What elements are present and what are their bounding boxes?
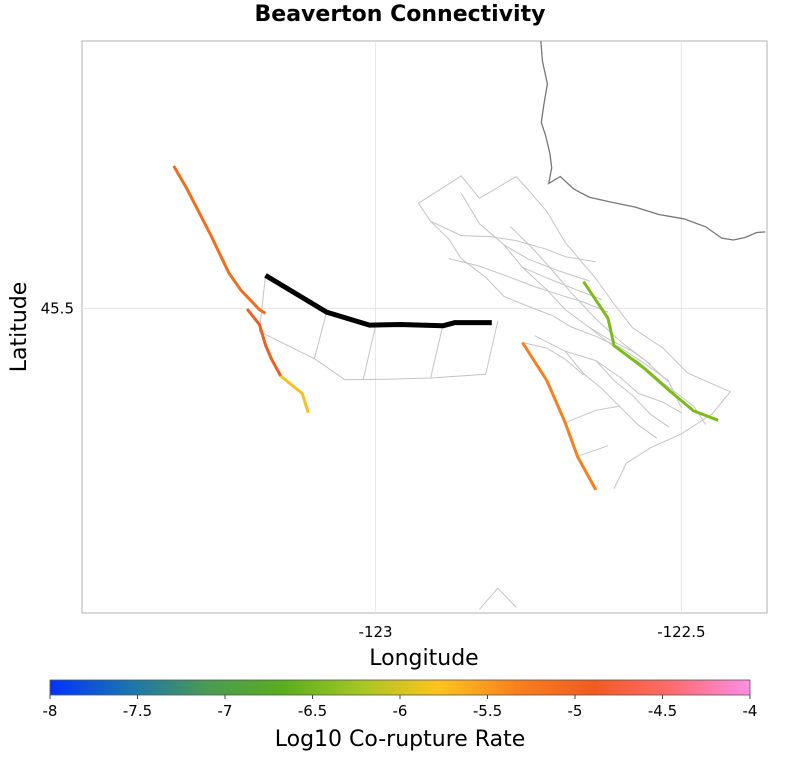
colorbar-gradient (49, 679, 751, 696)
subsection-outline (313, 311, 328, 359)
y-axis-ticks: 45.5 (41, 299, 74, 317)
source-fault (264, 273, 492, 329)
x-axis-label: Longitude (369, 646, 478, 671)
subsection-outline (497, 587, 517, 608)
x-tick-label: -122.5 (657, 623, 705, 641)
colorbar-tick-label: -4 (743, 702, 758, 720)
subsection-outline (460, 193, 707, 425)
colorbar-tick-label: -8 (43, 702, 58, 720)
subsection-outline (430, 325, 444, 379)
coastline-line (540, 41, 766, 241)
subsection-outline (522, 342, 584, 376)
fault-west-short-tip (279, 374, 310, 414)
x-axis-ticks: -123 -122.5 (359, 623, 706, 641)
y-axis-label: Latitude (7, 282, 32, 373)
coastline (540, 41, 766, 241)
map-layer (172, 41, 766, 610)
subsection-outline (522, 266, 603, 301)
colorbar-tick-label: -4.5 (648, 702, 677, 720)
subsection-outline (503, 244, 590, 282)
plot-area (81, 40, 768, 614)
subsection-outline (577, 445, 609, 457)
chart-title: Beaverton Connectivity (254, 2, 546, 27)
fault-west-short (245, 308, 283, 377)
fault-subsections (258, 175, 732, 610)
subsection-outline (448, 258, 609, 313)
subsection-outline (564, 350, 658, 439)
colorbar-tick-label: -7 (218, 702, 233, 720)
colorbar-tick-label: -6.5 (298, 702, 327, 720)
colorbar-tick-label: -7.5 (123, 702, 152, 720)
subsection-outline (418, 175, 732, 489)
subsection-outline (503, 296, 670, 382)
fault-traces (172, 165, 719, 491)
subsection-outline (430, 220, 596, 263)
fault-east-green (582, 280, 719, 422)
subsection-outline (479, 587, 499, 610)
colorbar-tick-label: -6 (393, 702, 408, 720)
fault-east-south (521, 341, 598, 491)
beaverton-fault-trace (264, 273, 492, 329)
fault-west-long (172, 165, 267, 315)
subsection-outline (362, 325, 377, 380)
subsection-outline (258, 275, 499, 381)
subsection-outline (417, 203, 505, 297)
subsection-outline (565, 405, 621, 424)
colorbar-label: Log10 Co-rupture Rate (275, 727, 526, 752)
subsection-outline (589, 327, 652, 365)
y-tick-label: 45.5 (41, 299, 74, 317)
subsection-outline (595, 360, 670, 428)
colorbar-tick-label: -5.5 (473, 702, 502, 720)
colorbar-ticks: -8 -7.5 -7 -6.5 -6 -5.5 -5 -4.5 -4 (43, 695, 758, 720)
colorbar-tick-label: -5 (568, 702, 583, 720)
colorbar: -8 -7.5 -7 -6.5 -6 -5.5 -5 -4.5 -4 Log10 Co-rupt… (43, 679, 758, 752)
x-tick-label: -123 (359, 623, 393, 641)
